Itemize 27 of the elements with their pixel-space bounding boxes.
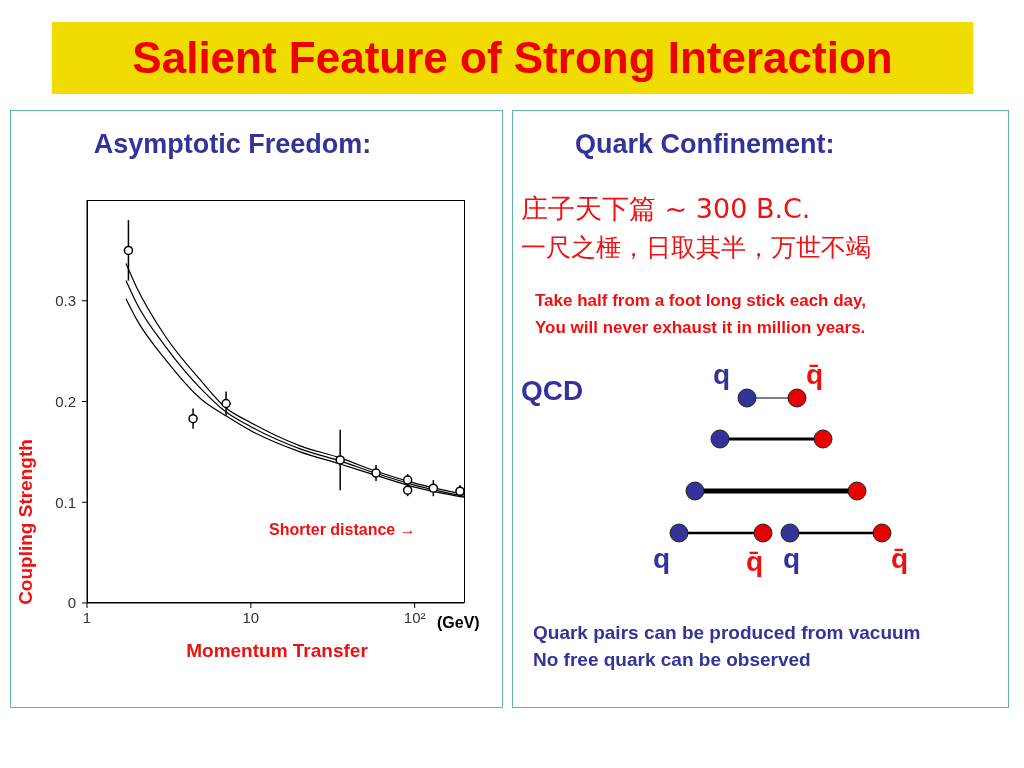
x-tick-label: 10 bbox=[242, 608, 260, 626]
y-tick-label: 0.2 bbox=[55, 392, 76, 410]
y-tick-label: 0.3 bbox=[55, 292, 76, 310]
x-tick-label: 1 bbox=[82, 608, 92, 626]
text: QCD bbox=[521, 375, 584, 407]
y-axis-title: Coupling Strength bbox=[15, 438, 37, 607]
text: 一尺之棰，日取其半，万世不竭 bbox=[521, 232, 871, 264]
chart-title: Salient Feature of Strong Interaction bbox=[52, 22, 973, 94]
annotation: Shorter distance → bbox=[269, 521, 416, 539]
y-tick-label: 0.1 bbox=[55, 493, 76, 511]
text: No free quark can be observed bbox=[533, 649, 811, 671]
chart-subtitle: Asymptotic Freedom: bbox=[92, 129, 373, 160]
text: Quark Confinement: bbox=[575, 129, 835, 160]
text: q̄ bbox=[746, 546, 764, 578]
text: You will never exhaust it in million years. bbox=[535, 318, 866, 338]
text: Quark pairs can be produced from vacuum bbox=[533, 622, 921, 644]
text: q̄ bbox=[891, 543, 909, 575]
text: 庄子天下篇 ~ 300 B.C. bbox=[521, 192, 811, 226]
text: q bbox=[653, 543, 671, 575]
y-tick-label: 0 bbox=[67, 594, 76, 612]
x-tick-label: 10² bbox=[403, 608, 426, 626]
text: q bbox=[783, 543, 801, 575]
text: (GeV) bbox=[437, 614, 480, 632]
text: q bbox=[713, 359, 731, 391]
text: Take half from a foot long stick each day, bbox=[535, 291, 866, 311]
text: q̄ bbox=[806, 359, 824, 391]
x-axis-title: Momentum Transfer bbox=[185, 640, 369, 662]
